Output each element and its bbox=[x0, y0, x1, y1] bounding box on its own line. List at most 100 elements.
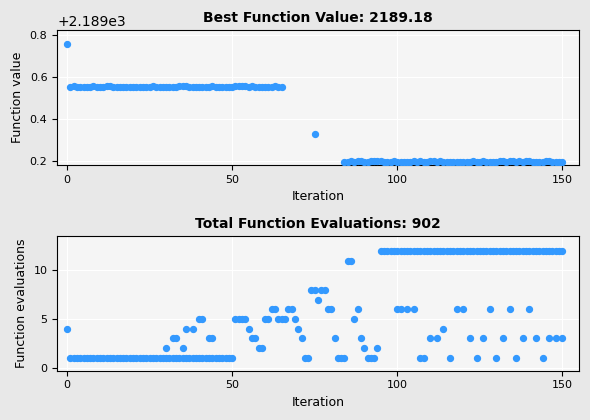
Point bbox=[260, 84, 270, 90]
Point bbox=[274, 316, 283, 323]
Point bbox=[162, 354, 171, 361]
Point bbox=[478, 158, 488, 165]
Point bbox=[439, 326, 448, 332]
Point bbox=[234, 83, 244, 90]
Point bbox=[115, 354, 124, 361]
Point bbox=[468, 158, 478, 165]
Point bbox=[535, 158, 544, 165]
Point bbox=[168, 335, 178, 342]
Point bbox=[313, 296, 323, 303]
Point bbox=[498, 158, 507, 165]
Point bbox=[310, 286, 319, 293]
Point bbox=[495, 158, 504, 165]
Point bbox=[168, 354, 178, 361]
Point bbox=[122, 354, 131, 361]
Point bbox=[79, 84, 88, 90]
Point bbox=[538, 158, 548, 165]
Point bbox=[505, 158, 514, 165]
Point bbox=[558, 247, 567, 254]
Point bbox=[214, 354, 224, 361]
Point bbox=[155, 354, 164, 361]
Y-axis label: Function value: Function value bbox=[11, 52, 24, 143]
Point bbox=[72, 83, 81, 90]
Point bbox=[478, 247, 488, 254]
Point bbox=[63, 326, 72, 332]
Point bbox=[158, 354, 168, 361]
Point bbox=[386, 159, 395, 165]
Point bbox=[92, 83, 101, 90]
Point bbox=[452, 159, 461, 165]
Point bbox=[231, 83, 240, 89]
Point bbox=[399, 159, 409, 165]
Point bbox=[396, 247, 405, 254]
Point bbox=[65, 354, 75, 361]
Point bbox=[138, 354, 148, 361]
Point bbox=[92, 354, 101, 361]
Point bbox=[452, 247, 461, 254]
Point bbox=[425, 247, 435, 254]
Point bbox=[432, 247, 441, 254]
Point bbox=[412, 247, 422, 254]
Point bbox=[545, 247, 554, 254]
Point bbox=[63, 41, 72, 47]
Point bbox=[181, 354, 191, 361]
Point bbox=[162, 84, 171, 90]
Point bbox=[512, 158, 521, 165]
Point bbox=[555, 158, 564, 165]
Point bbox=[138, 84, 148, 90]
Point bbox=[171, 354, 181, 361]
Point bbox=[445, 158, 455, 165]
Point bbox=[406, 247, 415, 254]
Point bbox=[472, 247, 481, 254]
Point bbox=[333, 354, 343, 361]
Point bbox=[512, 354, 521, 361]
X-axis label: Iteration: Iteration bbox=[291, 396, 345, 409]
Point bbox=[409, 247, 418, 254]
Point bbox=[458, 247, 468, 254]
Point bbox=[392, 247, 402, 254]
Point bbox=[142, 354, 151, 361]
Point bbox=[135, 84, 145, 90]
Point bbox=[548, 247, 557, 254]
Point bbox=[171, 335, 181, 342]
Point bbox=[416, 158, 425, 165]
Point bbox=[495, 247, 504, 254]
Point bbox=[518, 247, 527, 254]
Point bbox=[429, 158, 438, 165]
Point bbox=[340, 354, 349, 361]
Point bbox=[320, 286, 329, 293]
Point bbox=[234, 316, 244, 323]
Point bbox=[505, 247, 514, 254]
Title: Total Function Evaluations: 902: Total Function Evaluations: 902 bbox=[195, 217, 441, 231]
Point bbox=[145, 354, 155, 361]
Point bbox=[419, 354, 428, 361]
Point bbox=[485, 159, 494, 165]
Point bbox=[442, 158, 451, 165]
Point bbox=[435, 158, 445, 165]
Point bbox=[208, 335, 217, 342]
Point bbox=[392, 158, 402, 165]
Point bbox=[218, 84, 227, 90]
Point bbox=[373, 158, 382, 165]
Point bbox=[373, 345, 382, 352]
Point bbox=[79, 354, 88, 361]
Point bbox=[356, 335, 366, 342]
Point bbox=[346, 257, 356, 264]
Point bbox=[125, 354, 135, 361]
Point bbox=[429, 247, 438, 254]
Point bbox=[548, 159, 557, 165]
Point bbox=[105, 354, 114, 361]
Point bbox=[72, 354, 81, 361]
Point bbox=[303, 354, 313, 361]
Point bbox=[412, 158, 422, 165]
Point bbox=[389, 247, 399, 254]
Point bbox=[432, 158, 441, 165]
Point bbox=[416, 354, 425, 361]
Point bbox=[386, 247, 395, 254]
Point bbox=[241, 316, 250, 323]
Point bbox=[125, 84, 135, 90]
Point bbox=[119, 354, 128, 361]
Point bbox=[109, 84, 118, 90]
Point bbox=[237, 316, 247, 323]
Point bbox=[122, 83, 131, 90]
